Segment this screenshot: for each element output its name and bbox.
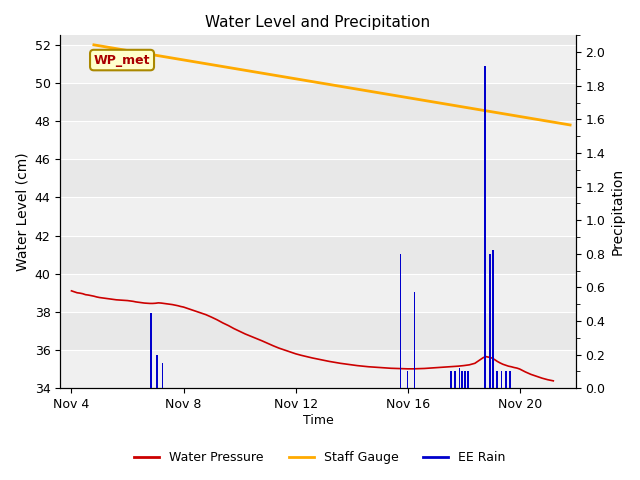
Bar bbox=[459, 368, 460, 388]
Bar bbox=[492, 251, 494, 388]
Legend: Water Pressure, Staff Gauge, EE Rain: Water Pressure, Staff Gauge, EE Rain bbox=[129, 446, 511, 469]
Bar bbox=[60, 312, 576, 350]
Bar bbox=[60, 197, 576, 236]
Bar bbox=[490, 254, 491, 388]
Bar bbox=[60, 236, 576, 274]
Bar bbox=[454, 372, 456, 388]
Bar bbox=[400, 254, 401, 388]
Bar bbox=[60, 274, 576, 312]
Bar bbox=[500, 372, 502, 388]
Bar bbox=[60, 350, 576, 388]
Text: WP_met: WP_met bbox=[94, 54, 150, 67]
X-axis label: Time: Time bbox=[303, 414, 333, 427]
Bar bbox=[162, 363, 163, 388]
Bar bbox=[464, 372, 466, 388]
Bar bbox=[150, 312, 152, 388]
Bar bbox=[60, 45, 576, 83]
Bar bbox=[414, 292, 415, 388]
Bar bbox=[497, 372, 498, 388]
Bar bbox=[467, 372, 468, 388]
Bar bbox=[450, 372, 452, 388]
Bar bbox=[505, 372, 506, 388]
Bar bbox=[407, 372, 408, 388]
Bar bbox=[60, 159, 576, 197]
Bar bbox=[156, 355, 158, 388]
Bar bbox=[60, 83, 576, 121]
Bar bbox=[509, 372, 511, 388]
Title: Water Level and Precipitation: Water Level and Precipitation bbox=[205, 15, 431, 30]
Bar bbox=[60, 121, 576, 159]
Bar bbox=[461, 372, 463, 388]
Y-axis label: Precipitation: Precipitation bbox=[611, 168, 625, 255]
Bar bbox=[484, 66, 486, 388]
Y-axis label: Water Level (cm): Water Level (cm) bbox=[15, 153, 29, 271]
